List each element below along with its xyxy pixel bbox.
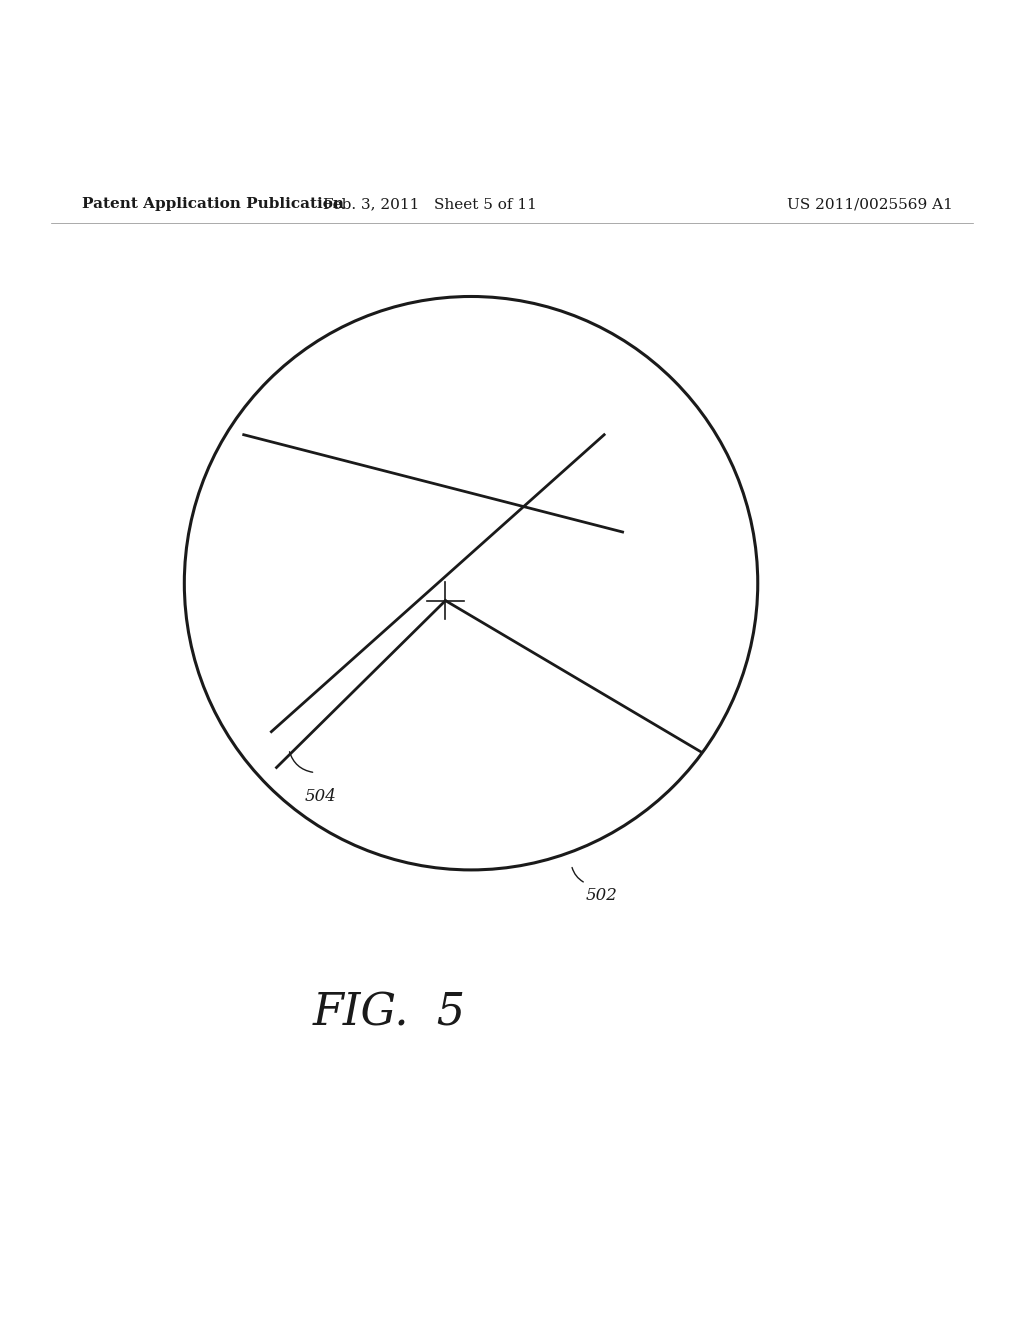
- Text: 504: 504: [304, 788, 336, 805]
- Text: Feb. 3, 2011   Sheet 5 of 11: Feb. 3, 2011 Sheet 5 of 11: [324, 197, 537, 211]
- Text: FIG.  5: FIG. 5: [312, 991, 466, 1035]
- Text: Patent Application Publication: Patent Application Publication: [82, 197, 344, 211]
- Text: US 2011/0025569 A1: US 2011/0025569 A1: [787, 197, 953, 211]
- Text: 502: 502: [586, 887, 617, 904]
